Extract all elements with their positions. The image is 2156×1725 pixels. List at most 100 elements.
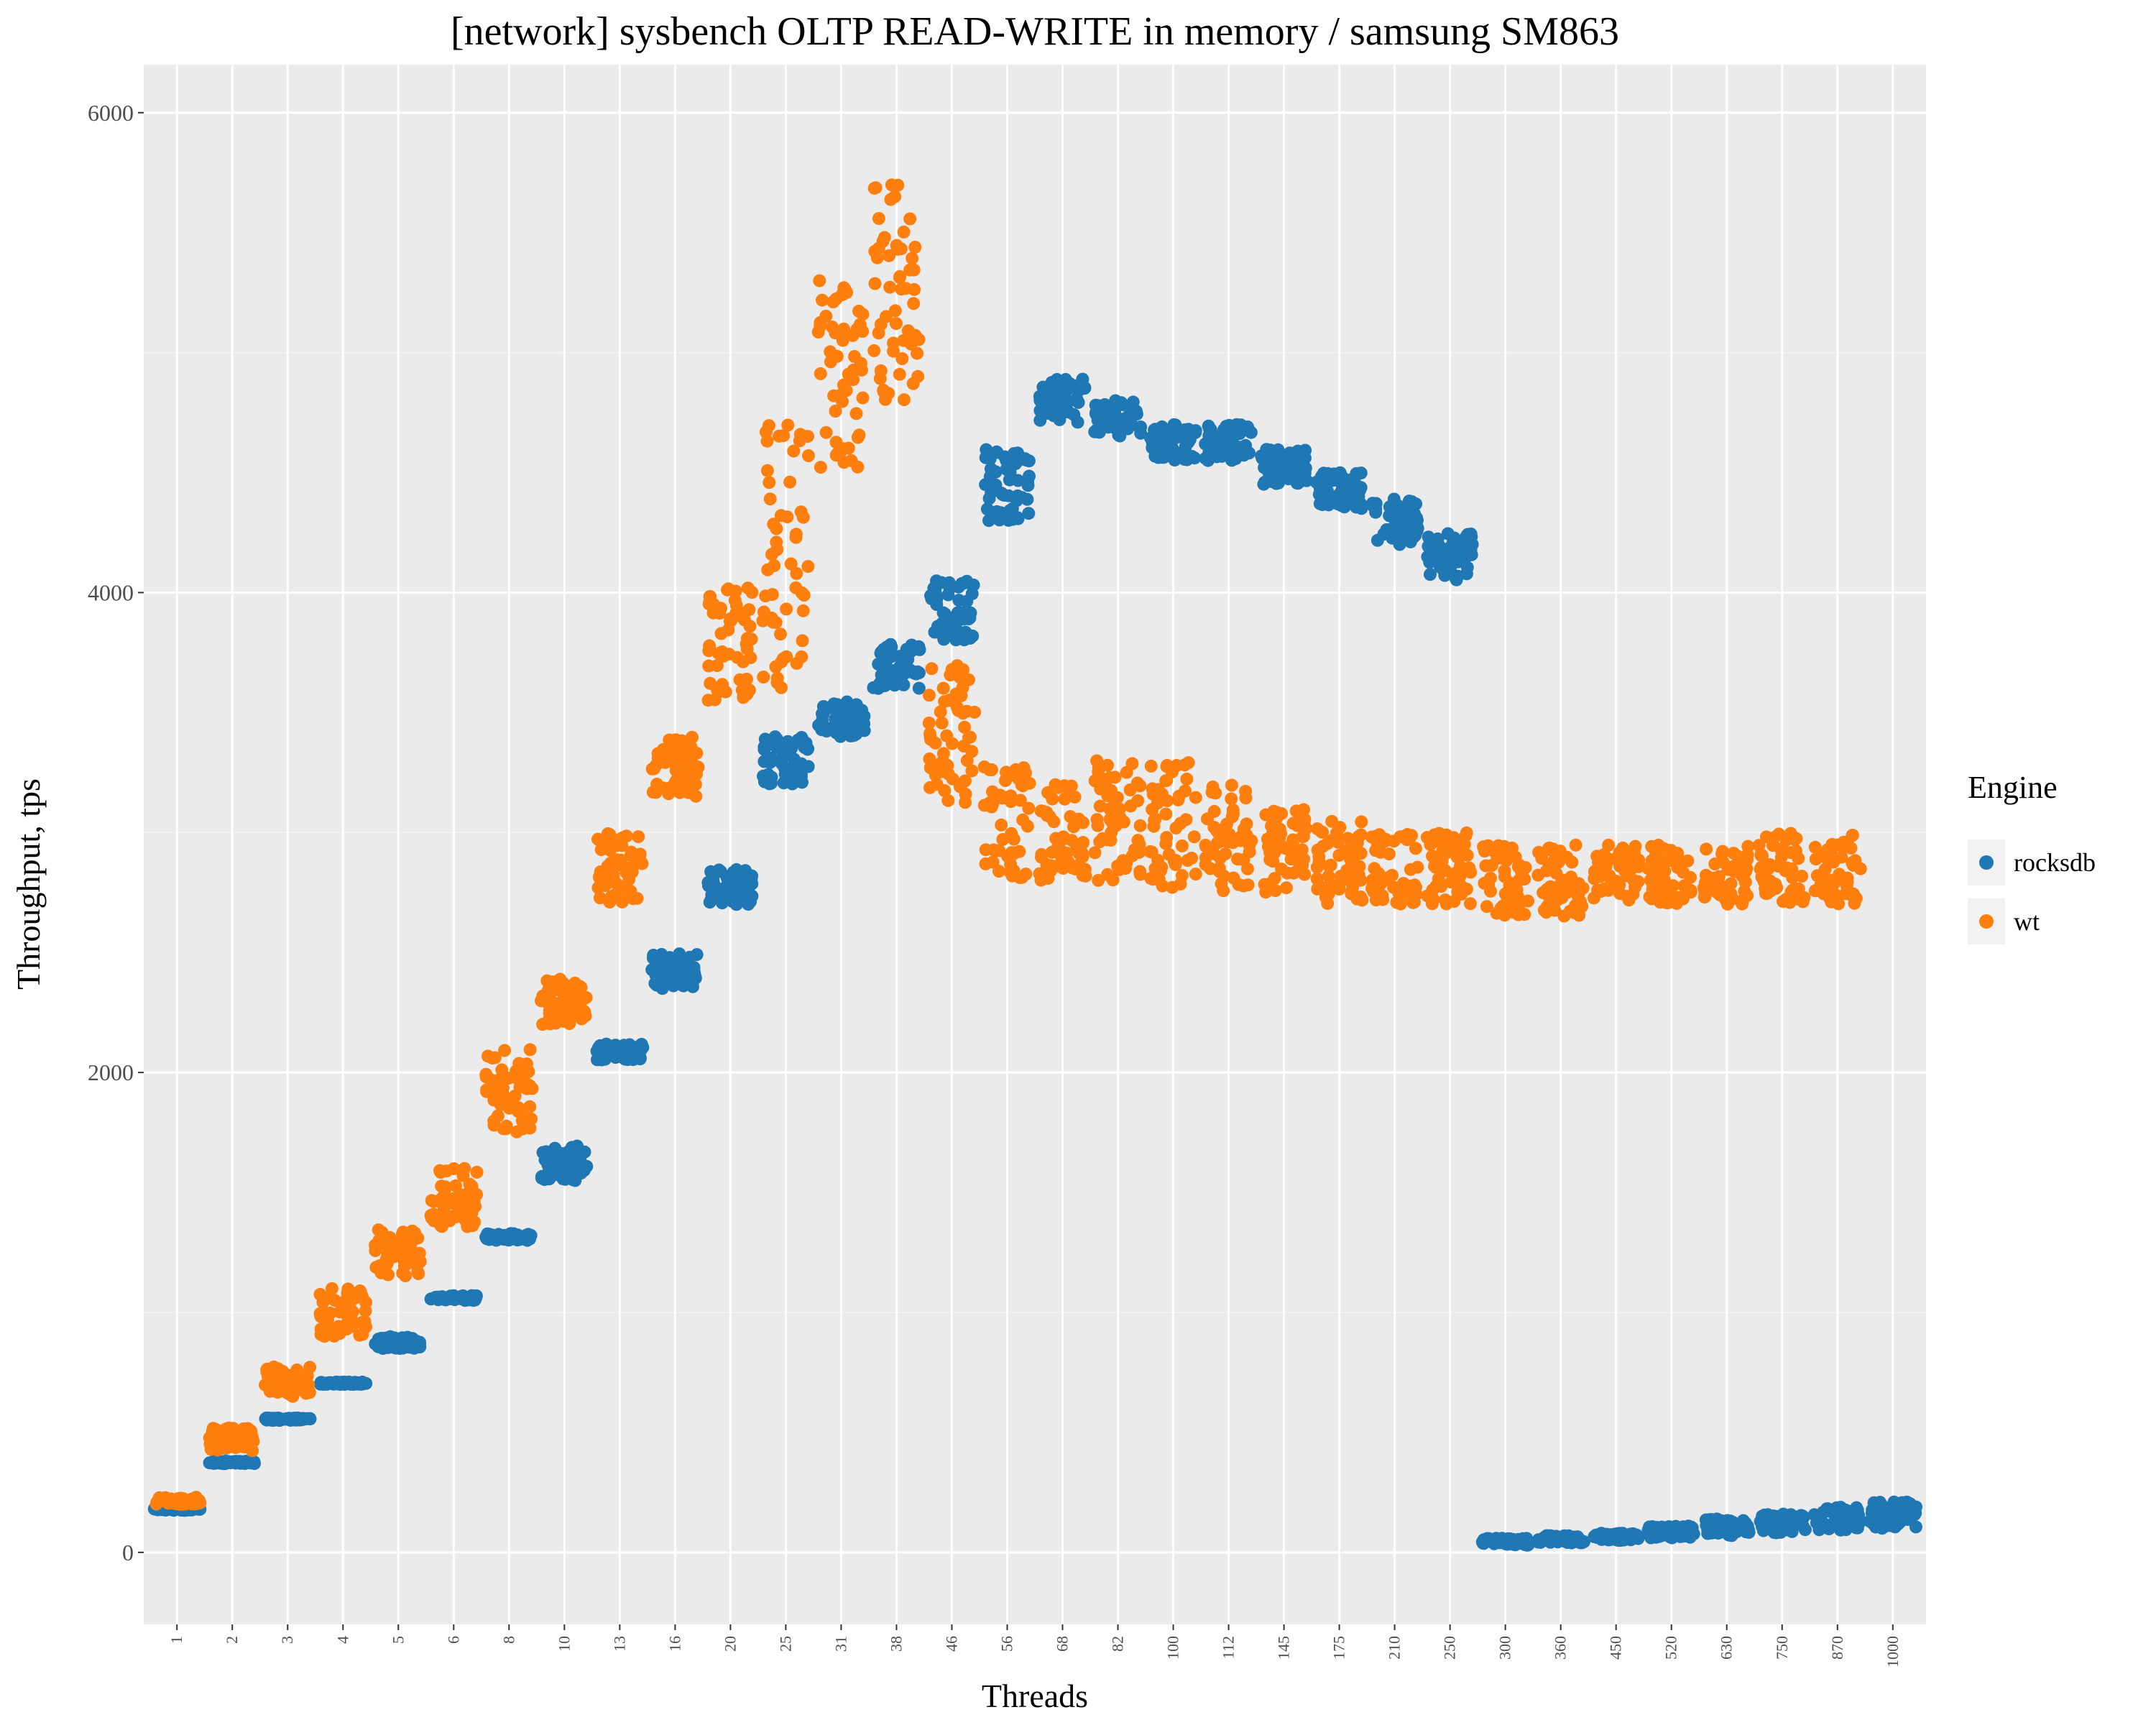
data-point [774,627,787,641]
legend: Engine rocksdb wt [1968,770,2096,944]
data-point [1016,813,1030,827]
series-rocksdb [147,372,1922,1552]
data-point [1007,846,1021,860]
x-axis: 1 2 3 4 5 6 8 10 13 16 20 25 31 38 46 56 68 82 100 112 145 17… [167,1624,1902,1668]
data-point [1133,819,1147,832]
data-point [593,891,607,905]
data-point [1009,764,1023,778]
data-point [1345,887,1358,901]
data-point [703,639,717,653]
data-point [1777,1507,1790,1521]
data-point [814,461,827,474]
data-point [734,874,747,888]
data-point [1752,839,1766,852]
data-point [1651,1528,1664,1542]
data-point [315,1322,328,1336]
data-point [1002,489,1015,502]
data-point [244,1427,258,1440]
data-point [1124,799,1138,813]
data-point [260,1366,274,1379]
data-point [678,748,691,761]
data-point [824,355,837,369]
data-point [1122,409,1135,423]
data-point [893,270,907,283]
x-tick-label: 25 [776,1636,794,1652]
data-point [1103,770,1117,784]
data-point [931,764,945,778]
data-point [989,465,1003,479]
data-point [1422,540,1435,553]
data-point [1220,817,1233,831]
data-point [1670,891,1684,904]
x-tick-label: 750 [1773,1636,1791,1660]
data-point [1846,829,1859,842]
data-point [703,595,717,609]
data-point [729,599,743,612]
x-tick-label: 68 [1054,1636,1072,1652]
data-point [848,350,861,363]
data-point [1207,804,1221,818]
data-point [262,1412,276,1425]
data-point [540,1154,553,1168]
data-point [774,755,787,768]
data-point [955,606,969,620]
data-point [1544,860,1558,873]
data-point [663,733,676,747]
data-point [942,576,956,589]
data-point [1736,897,1749,911]
data-point [1901,1513,1915,1526]
data-point [1439,893,1452,907]
data-point [1298,451,1312,465]
data-point [784,557,798,571]
data-point [876,661,890,674]
data-point [1457,540,1470,553]
data-point [801,560,815,574]
data-point [1036,380,1050,394]
x-tick-label: 250 [1441,1636,1459,1660]
data-point [1506,841,1519,855]
data-point [1535,847,1549,861]
data-point [411,1265,425,1279]
data-point [1034,873,1048,887]
data-point [891,178,905,192]
data-point [765,770,778,784]
data-point [1834,1501,1848,1514]
data-point [1287,866,1300,880]
data-point [1450,850,1464,864]
data-point [829,326,842,340]
data-point [856,325,870,338]
data-point [1022,801,1036,815]
data-point [998,450,1012,464]
data-point [704,865,718,878]
data-point [248,1457,261,1471]
data-point [952,704,965,717]
data-point [427,1195,441,1208]
data-point [1018,452,1032,466]
data-point [328,1293,341,1307]
data-point [1539,906,1553,919]
data-point [1033,394,1047,408]
data-point [1088,774,1102,788]
data-point [781,418,795,432]
data-point [1068,790,1082,804]
data-point [553,1007,566,1021]
data-point [1000,765,1013,779]
data-point [790,566,803,580]
data-point [1048,394,1061,408]
data-point [1624,1533,1638,1547]
data-point [456,1169,470,1182]
data-point [1349,848,1363,861]
data-point [993,788,1007,802]
data-point [435,1179,448,1193]
data-point [1219,847,1233,860]
data-point [358,1315,372,1328]
data-point [273,1414,286,1427]
data-point [744,651,757,665]
data-point [683,950,696,964]
data-point [895,352,909,365]
data-point [743,888,757,902]
data-point [1189,426,1202,439]
data-point [1613,887,1626,901]
data-point [994,511,1008,525]
data-point [677,979,691,993]
